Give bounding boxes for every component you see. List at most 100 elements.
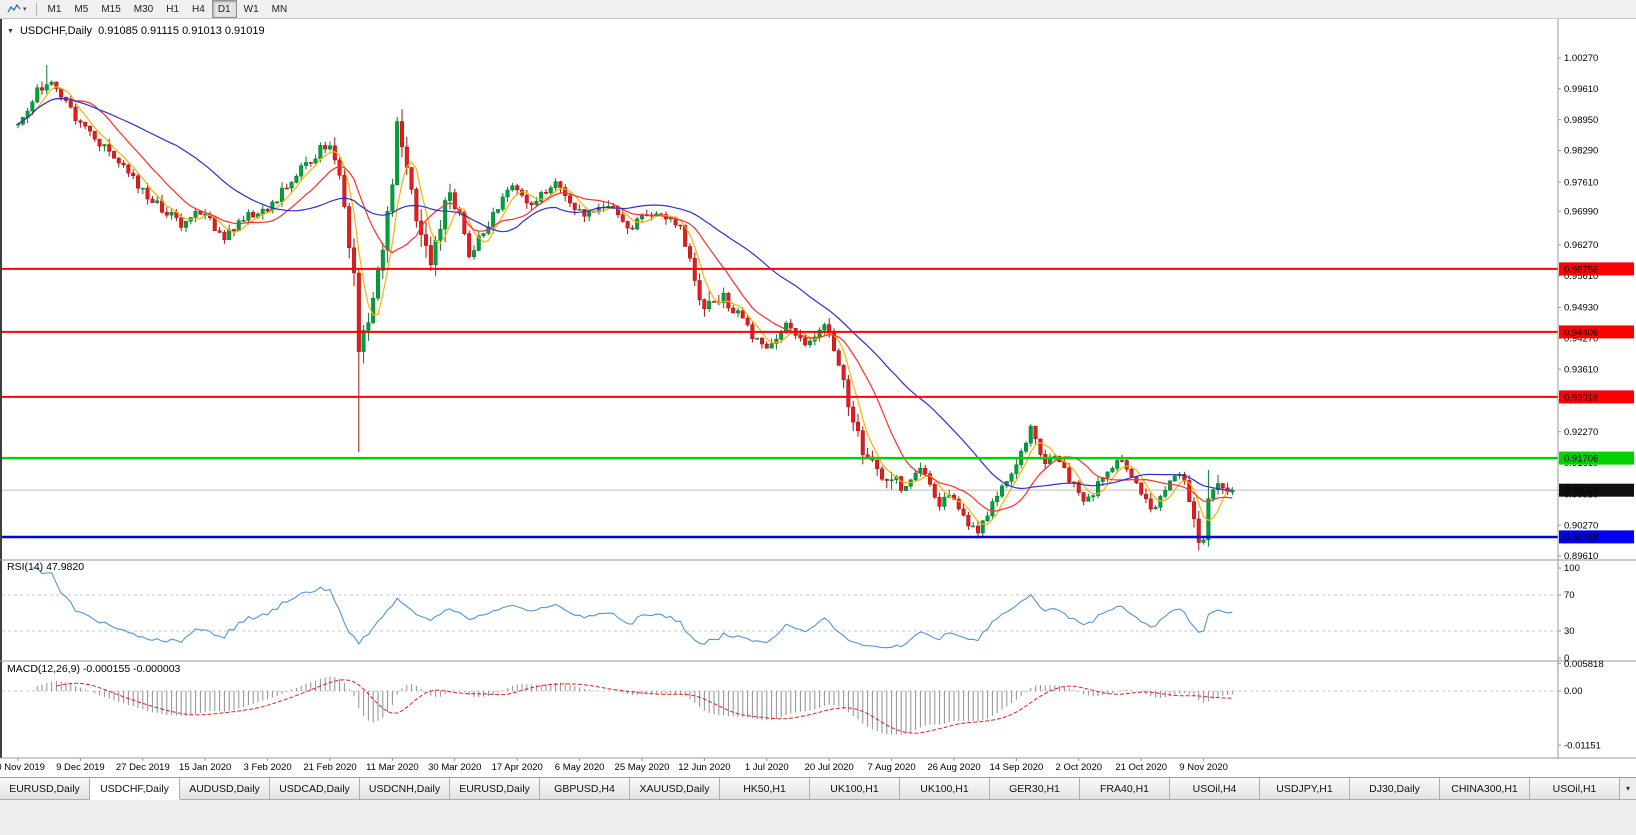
svg-text:26 Aug 2020: 26 Aug 2020 xyxy=(927,762,980,773)
rsi-name: RSI(14) xyxy=(7,561,44,573)
svg-text:7 Aug 2020: 7 Aug 2020 xyxy=(868,762,916,773)
chart-tab-china300-h1[interactable]: CHINA300,H1 xyxy=(1440,778,1530,800)
svg-text:0.98290: 0.98290 xyxy=(1564,146,1598,157)
chart-tab-usoil-h1[interactable]: USOil,H1 xyxy=(1530,778,1620,800)
chart-tab-eurusd-daily[interactable]: EURUSD,Daily xyxy=(450,778,540,800)
window-left-edge xyxy=(0,19,2,758)
timeframe-button-mn[interactable]: MN xyxy=(271,3,288,15)
chart-tab-usdcnh-daily[interactable]: USDCNH,Daily xyxy=(360,778,450,800)
tab-overflow-icon[interactable]: ▾ xyxy=(1620,778,1636,800)
chart-tab-gbpusd-h4[interactable]: GBPUSD,H4 xyxy=(540,778,630,800)
chart-tab-uk100-h1[interactable]: UK100,H1 xyxy=(900,778,990,800)
timeframe-button-m15[interactable]: M15 xyxy=(101,3,121,15)
top-toolbar: ▾ M1 M5 M15 M30 H1 H4 D1 W1 MN xyxy=(0,0,1636,19)
chart-tab-uk100-h1[interactable]: UK100,H1 xyxy=(810,778,900,800)
chart-tab-ger30-h1[interactable]: GER30,H1 xyxy=(990,778,1080,800)
svg-text:0.97610: 0.97610 xyxy=(1564,177,1598,188)
macd-signal-line[interactable] xyxy=(56,679,1233,734)
chart-tab-xauusd-daily[interactable]: XAUUSD,Daily xyxy=(630,778,720,800)
chart-tab-usdchf-daily[interactable]: USDCHF,Daily xyxy=(90,778,180,800)
tab-label: USDCHF,Daily xyxy=(100,782,169,795)
ohlc-values: 0.91085 0.91115 0.91013 0.91019 xyxy=(98,25,265,37)
svg-text:0.90018: 0.90018 xyxy=(1564,532,1598,543)
svg-text:0.99610: 0.99610 xyxy=(1564,84,1598,95)
timeframe-button-h1[interactable]: H1 xyxy=(166,3,180,15)
tab-label: EURUSD,Daily xyxy=(9,782,80,795)
timeframe-button-m1[interactable]: M1 xyxy=(47,3,62,15)
chart-tab-dj30-daily[interactable]: DJ30,Daily xyxy=(1350,778,1440,800)
svg-text:0.89610: 0.89610 xyxy=(1564,551,1598,562)
candlesticks[interactable] xyxy=(16,65,1235,551)
chart-tab-usdjpy-h1[interactable]: USDJPY,H1 xyxy=(1260,778,1350,800)
ma-fast-line xyxy=(17,85,1233,525)
svg-text:20 Jul 2020: 20 Jul 2020 xyxy=(805,762,854,773)
svg-text:0.005818: 0.005818 xyxy=(1564,659,1604,670)
tab-label: DJ30,Daily xyxy=(1369,782,1420,795)
symbol-period-label: USDCHF,Daily xyxy=(19,25,93,37)
line-chart-icon xyxy=(7,3,21,13)
svg-text:100: 100 xyxy=(1564,563,1580,574)
svg-text:25 May 2020: 25 May 2020 xyxy=(615,762,670,773)
chart-tab-usdcad-daily[interactable]: USDCAD,Daily xyxy=(270,778,360,800)
svg-text:30: 30 xyxy=(1564,626,1575,637)
moving-average-lines[interactable] xyxy=(17,85,1233,525)
rsi-line[interactable] xyxy=(32,567,1233,649)
bottom-bar: EURUSD,Daily USDCHF,Daily AUDUSD,Daily USDC… xyxy=(0,777,1636,835)
svg-text:20 Nov 2019: 20 Nov 2019 xyxy=(0,762,45,773)
chart-tab-hk50-h1[interactable]: HK50,H1 xyxy=(720,778,810,800)
svg-text:21 Oct 2020: 21 Oct 2020 xyxy=(1115,762,1167,773)
chart-tab-usoil-h4[interactable]: USOil,H4 xyxy=(1170,778,1260,800)
svg-text:0.94270: 0.94270 xyxy=(1564,334,1598,345)
svg-text:70: 70 xyxy=(1564,590,1575,601)
price-level-badge: 0.90018 xyxy=(1559,530,1634,544)
tab-label: USOil,H1 xyxy=(1552,782,1597,795)
tab-label: USDCNH,Daily xyxy=(368,782,441,795)
tab-label: FRA40,H1 xyxy=(1099,782,1150,795)
price-level-badge: 0.93016 xyxy=(1559,390,1634,404)
svg-text:0.00: 0.00 xyxy=(1564,686,1583,697)
svg-text:12 Jun 2020: 12 Jun 2020 xyxy=(678,762,730,773)
svg-text:9 Dec 2019: 9 Dec 2019 xyxy=(56,762,105,773)
svg-text:0.95610: 0.95610 xyxy=(1564,271,1598,282)
price-level-badge: 0.94406 xyxy=(1559,325,1634,339)
svg-text:1.00270: 1.00270 xyxy=(1564,53,1598,64)
rsi-indicator-label: RSI(14) 47.9820 xyxy=(7,561,84,573)
rsi-panel: 100 70 30 0 xyxy=(2,563,1580,664)
timeframe-button-h4[interactable]: H4 xyxy=(192,3,205,15)
price-axis[interactable] xyxy=(1558,19,1636,758)
chart-type-button[interactable]: ▾ xyxy=(3,0,31,18)
macd-values: -0.000155 -0.000003 xyxy=(82,663,181,675)
svg-text:1 Jul 2020: 1 Jul 2020 xyxy=(745,762,789,773)
timeframe-button-w1[interactable]: W1 xyxy=(243,3,259,15)
tab-label: UK100,H1 xyxy=(830,782,879,795)
timeframe-button-d1[interactable]: D1 xyxy=(211,0,237,18)
svg-text:0.98950: 0.98950 xyxy=(1564,115,1598,126)
timeframe-button-m5[interactable]: M5 xyxy=(74,3,89,15)
tab-label: USDCAD,Daily xyxy=(279,782,350,795)
macd-indicator-label: MACD(12,26,9) -0.000155 -0.000003 xyxy=(7,663,180,675)
collapse-indicator-icon[interactable]: ▼ xyxy=(7,27,14,35)
chart-tab-bar: EURUSD,Daily USDCHF,Daily AUDUSD,Daily USDC… xyxy=(0,778,1636,800)
chart-tab-eurusd-daily[interactable]: EURUSD,Daily xyxy=(0,778,90,800)
timeframe-button-m30[interactable]: M30 xyxy=(133,3,154,15)
svg-text:0.91019: 0.91019 xyxy=(1564,486,1598,497)
tab-label: GER30,H1 xyxy=(1009,782,1060,795)
svg-text:30 Mar 2020: 30 Mar 2020 xyxy=(428,762,481,773)
svg-text:2 Oct 2020: 2 Oct 2020 xyxy=(1056,762,1102,773)
svg-text:0.92270: 0.92270 xyxy=(1564,427,1598,438)
toolbar-separator xyxy=(35,2,37,16)
svg-text:0.94406: 0.94406 xyxy=(1564,327,1598,338)
svg-text:0.96990: 0.96990 xyxy=(1564,206,1598,217)
chart-tab-audusd-daily[interactable]: AUDUSD,Daily xyxy=(180,778,270,800)
svg-text:21 Feb 2020: 21 Feb 2020 xyxy=(303,762,356,773)
svg-text:11 Mar 2020: 11 Mar 2020 xyxy=(366,762,419,773)
svg-text:0: 0 xyxy=(1564,653,1569,664)
chart-tab-fra40-h1[interactable]: FRA40,H1 xyxy=(1080,778,1170,800)
macd-panel: 0.005818 0.00 -0.01151 xyxy=(2,659,1604,751)
tab-label: GBPUSD,H4 xyxy=(554,782,615,795)
rsi-value: 47.9820 xyxy=(46,561,85,573)
svg-text:15 Jan 2020: 15 Jan 2020 xyxy=(179,762,231,773)
macd-name: MACD(12,26,9) xyxy=(7,663,80,675)
